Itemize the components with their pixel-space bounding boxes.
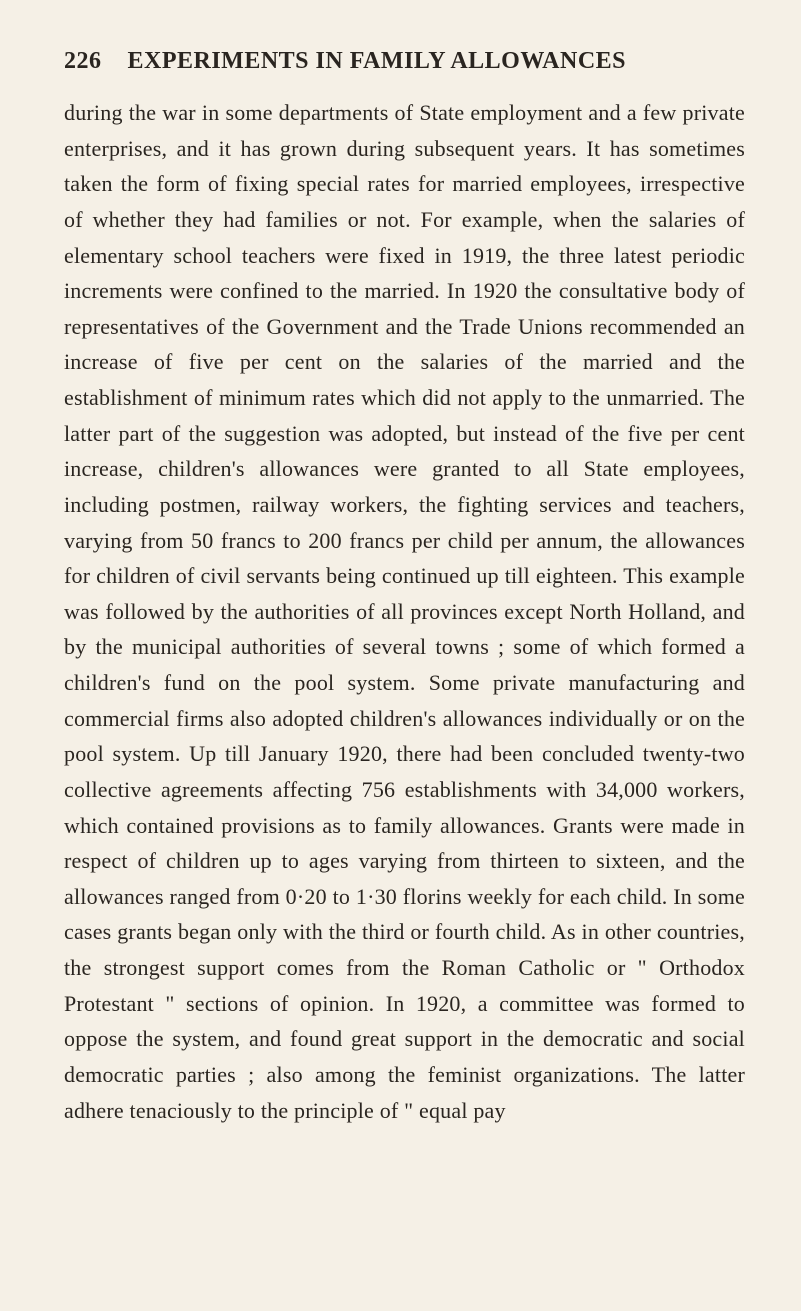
- page-title: EXPERIMENTS IN FAMILY ALLOWANCES: [128, 48, 627, 74]
- body-paragraph: during the war in some departments of St…: [64, 95, 745, 1128]
- header-separator: [108, 48, 121, 74]
- page-header: 226 EXPERIMENTS IN FAMILY ALLOWANCES: [64, 48, 745, 75]
- page-number: 226: [64, 48, 102, 74]
